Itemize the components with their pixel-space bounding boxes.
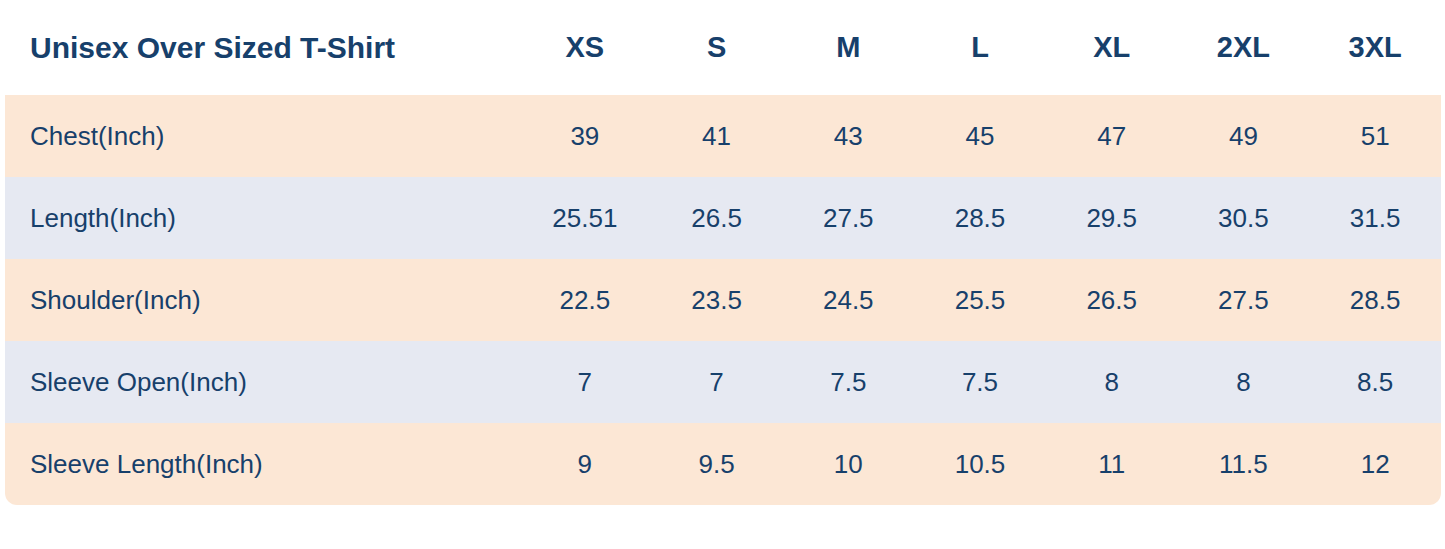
size-value-cell: 12: [1309, 451, 1441, 477]
table-row-sleeve-open: Sleeve Open(Inch) 7 7 7.5 7.5 8 8 8.5: [5, 341, 1441, 423]
size-value-cell: 28.5: [914, 205, 1046, 231]
table-row-length: Length(Inch) 25.51 26.5 27.5 28.5 29.5 3…: [5, 177, 1441, 259]
table-row-chest: Chest(Inch) 39 41 43 45 47 49 51: [5, 95, 1441, 177]
size-value-cell: 51: [1309, 123, 1441, 149]
size-value-cell: 7: [519, 369, 651, 395]
size-value-cell: 30.5: [1178, 205, 1310, 231]
size-value-cell: 29.5: [1046, 205, 1178, 231]
size-value-cell: 11: [1046, 451, 1178, 477]
size-value-cell: 10.5: [914, 451, 1046, 477]
size-value-cell: 8.5: [1309, 369, 1441, 395]
size-value-cell: 10: [782, 451, 914, 477]
size-value-cell: 27.5: [1178, 287, 1310, 313]
size-chart-header-row: Unisex Over Sized T-Shirt XS S M L XL 2X…: [5, 0, 1441, 95]
size-value-cell: 47: [1046, 123, 1178, 149]
size-col-header-xl: XL: [1046, 33, 1178, 62]
size-value-cell: 49: [1178, 123, 1310, 149]
size-value-cell: 8: [1178, 369, 1310, 395]
size-value-cell: 23.5: [651, 287, 783, 313]
size-value-cell: 25.5: [914, 287, 1046, 313]
size-value-cell: 41: [651, 123, 783, 149]
size-col-header-3xl: 3XL: [1309, 33, 1441, 62]
size-value-cell: 28.5: [1309, 287, 1441, 313]
size-value-cell: 26.5: [1046, 287, 1178, 313]
size-col-header-2xl: 2XL: [1178, 33, 1310, 62]
size-col-header-s: S: [651, 33, 783, 62]
size-value-cell: 7.5: [782, 369, 914, 395]
size-col-header-l: L: [914, 33, 1046, 62]
size-value-cell: 22.5: [519, 287, 651, 313]
table-row-sleeve-length: Sleeve Length(Inch) 9 9.5 10 10.5 11 11.…: [5, 423, 1441, 505]
size-value-cell: 45: [914, 123, 1046, 149]
size-value-cell: 9: [519, 451, 651, 477]
size-value-cell: 11.5: [1178, 451, 1310, 477]
row-label: Chest(Inch): [5, 123, 519, 149]
size-value-cell: 39: [519, 123, 651, 149]
size-col-header-xs: XS: [519, 33, 651, 62]
size-value-cell: 27.5: [782, 205, 914, 231]
size-value-cell: 31.5: [1309, 205, 1441, 231]
size-value-cell: 9.5: [651, 451, 783, 477]
row-label: Sleeve Length(Inch): [5, 451, 519, 477]
size-value-cell: 24.5: [782, 287, 914, 313]
size-value-cell: 25.51: [519, 205, 651, 231]
size-chart-table: Unisex Over Sized T-Shirt XS S M L XL 2X…: [5, 0, 1441, 505]
table-row-shoulder: Shoulder(Inch) 22.5 23.5 24.5 25.5 26.5 …: [5, 259, 1441, 341]
row-label: Shoulder(Inch): [5, 287, 519, 313]
size-value-cell: 26.5: [651, 205, 783, 231]
size-value-cell: 7: [651, 369, 783, 395]
size-col-header-m: M: [782, 33, 914, 62]
chart-title: Unisex Over Sized T-Shirt: [5, 33, 519, 63]
size-value-cell: 8: [1046, 369, 1178, 395]
row-label: Length(Inch): [5, 205, 519, 231]
row-label: Sleeve Open(Inch): [5, 369, 519, 395]
size-value-cell: 7.5: [914, 369, 1046, 395]
size-value-cell: 43: [782, 123, 914, 149]
